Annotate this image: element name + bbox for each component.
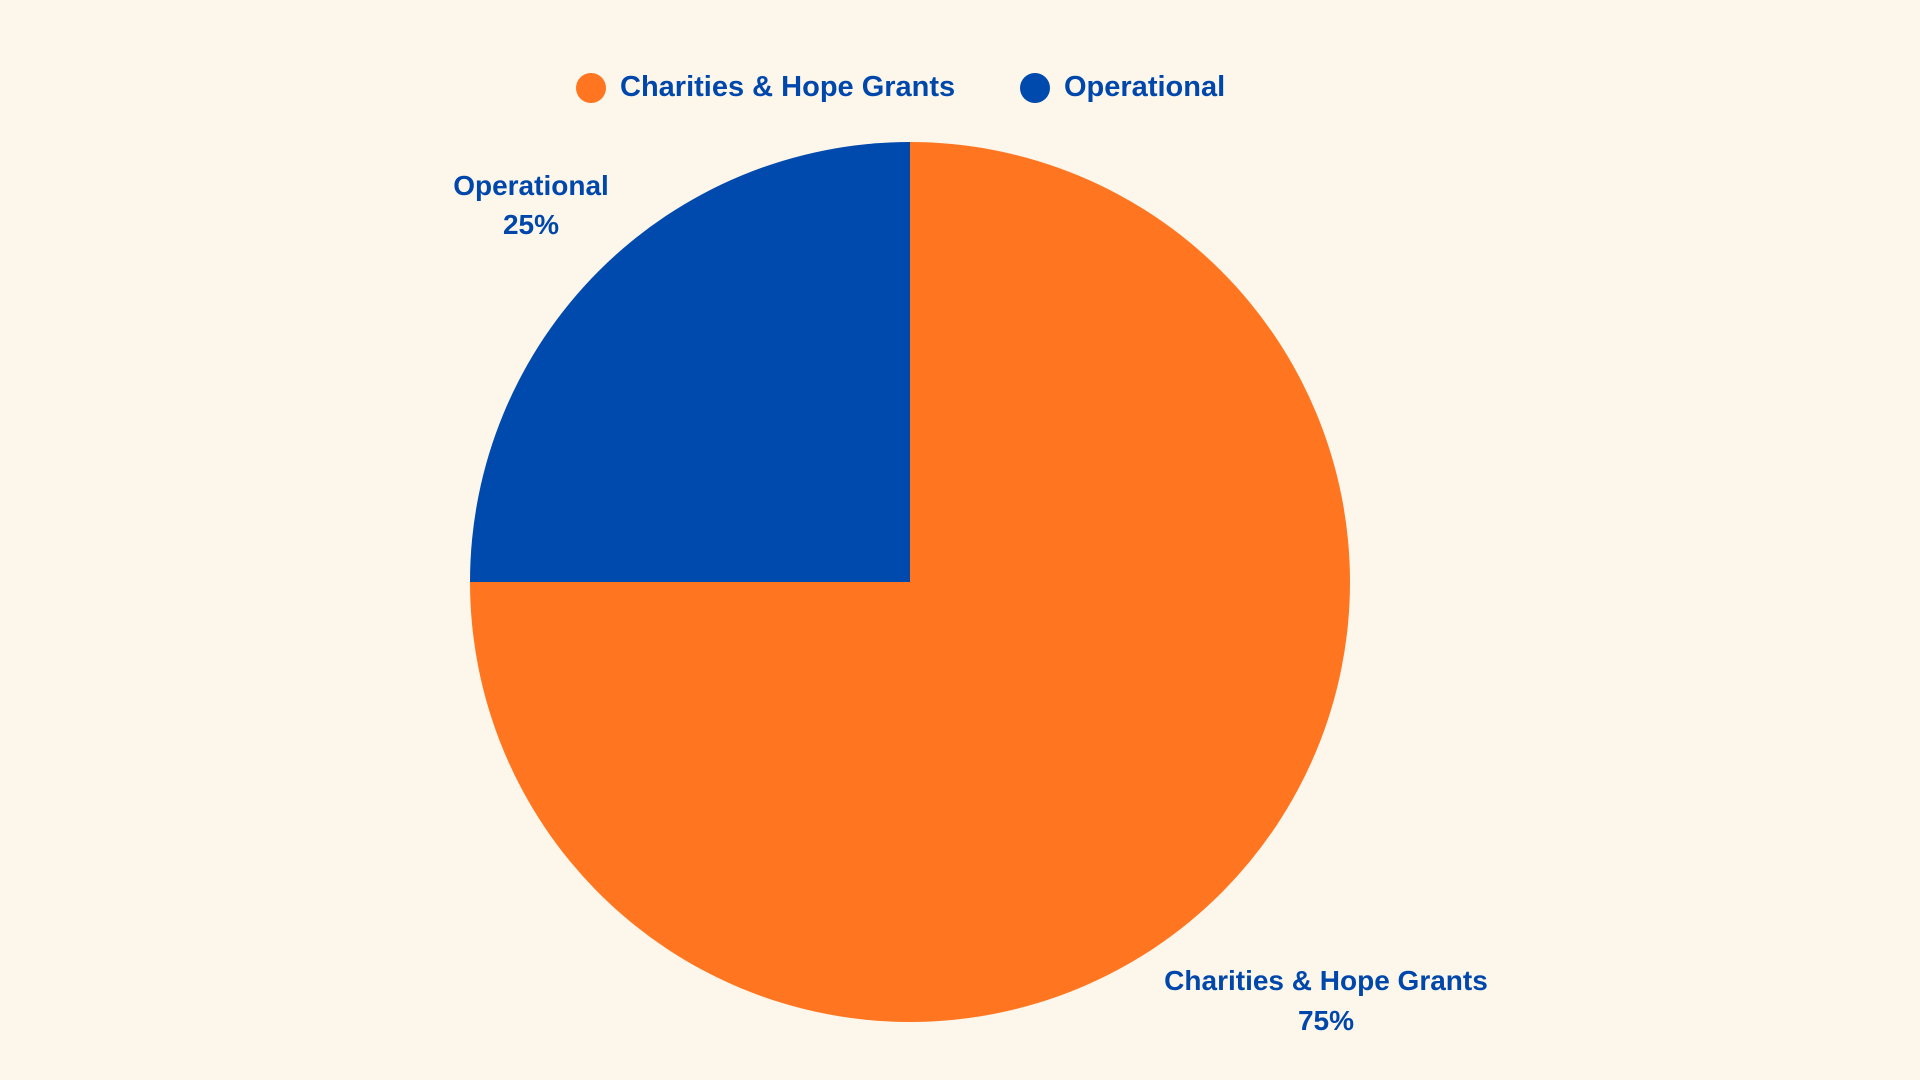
slice-labels: Operational 25% Charities & Hope Grants … bbox=[453, 170, 1488, 1036]
slice-label-charities-name: Charities & Hope Grants bbox=[1164, 965, 1488, 996]
legend-swatch-operational bbox=[1020, 73, 1050, 103]
slice-label-operational-name: Operational bbox=[453, 170, 609, 201]
legend-item-charities[interactable]: Charities & Hope Grants bbox=[576, 71, 955, 103]
slice-label-charities-percent: 75% bbox=[1298, 1005, 1354, 1036]
pie-slices bbox=[470, 142, 1350, 1022]
slice-label-operational-percent: 25% bbox=[503, 209, 559, 240]
legend-swatch-charities bbox=[576, 73, 606, 103]
legend-label-operational: Operational bbox=[1064, 71, 1225, 103]
legend-label-charities: Charities & Hope Grants bbox=[620, 71, 955, 103]
pie-slice-operational[interactable] bbox=[470, 142, 910, 582]
legend: Charities & Hope Grants Operational bbox=[576, 71, 1225, 103]
legend-item-operational[interactable]: Operational bbox=[1020, 71, 1225, 103]
